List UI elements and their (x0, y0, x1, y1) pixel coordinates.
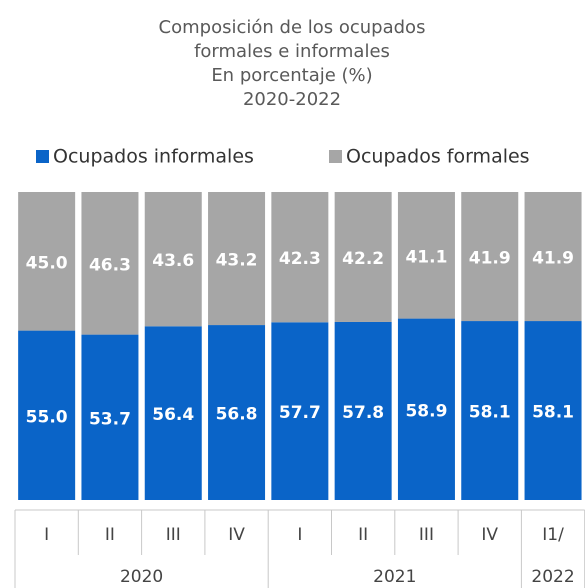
x-tick-label: IV (228, 525, 245, 545)
value-label: 42.2 (342, 249, 384, 269)
value-label: 46.3 (89, 255, 131, 275)
bar-segment (524, 192, 582, 322)
bar-segment (524, 321, 582, 500)
value-label: 43.2 (216, 251, 258, 271)
legend-label: Ocupados informales (53, 146, 254, 168)
chart-title: Composición de los ocupados (159, 17, 426, 38)
bar-segment (397, 192, 455, 319)
bar-segment (271, 192, 329, 323)
x-tick-label: II (105, 525, 115, 545)
bar-segment (334, 321, 392, 500)
x-tick-label: I1/ (542, 525, 564, 545)
bar-segment (81, 334, 139, 500)
legend-swatch (329, 150, 342, 163)
value-label: 56.8 (216, 405, 258, 425)
legend-swatch (36, 150, 49, 163)
bar-segment (334, 192, 392, 322)
value-label: 57.7 (279, 403, 321, 423)
value-label: 41.1 (405, 247, 447, 267)
bar-segment (208, 192, 266, 326)
chart-title: formales e informales (194, 41, 390, 62)
bar-segment (18, 192, 76, 331)
group-label: 2022 (531, 567, 574, 587)
x-tick-label: I (44, 525, 49, 545)
value-label: 45.0 (26, 253, 68, 273)
value-label: 58.1 (469, 403, 511, 423)
bar-segment (208, 325, 266, 500)
bar-segment (461, 321, 519, 500)
chart-title: 2020-2022 (243, 89, 341, 110)
value-label: 41.9 (469, 249, 511, 269)
chart-title: En porcentaje (%) (211, 65, 372, 86)
x-tick-label: II (358, 525, 368, 545)
group-label: 2020 (120, 567, 163, 587)
value-label: 56.4 (152, 405, 194, 425)
x-tick-label: III (166, 525, 181, 545)
legend-label: Ocupados formales (346, 146, 530, 168)
value-label: 43.6 (152, 251, 194, 271)
x-tick-label: I (297, 525, 302, 545)
value-label: 55.0 (26, 407, 68, 427)
bar-segment (271, 322, 329, 500)
x-tick-label: IV (481, 525, 498, 545)
value-label: 42.3 (279, 249, 321, 269)
value-label: 53.7 (89, 409, 131, 429)
value-label: 58.1 (532, 403, 574, 423)
bar-segment (397, 318, 455, 500)
group-label: 2021 (373, 567, 416, 587)
bar-segment (144, 192, 202, 327)
value-label: 41.9 (532, 249, 574, 269)
bar-segment (18, 330, 76, 500)
value-label: 57.8 (342, 403, 384, 423)
x-tick-label: III (419, 525, 434, 545)
value-label: 58.9 (405, 401, 447, 421)
bar-segment (144, 326, 202, 500)
bar-segment (81, 192, 139, 335)
bar-segment (461, 192, 519, 322)
